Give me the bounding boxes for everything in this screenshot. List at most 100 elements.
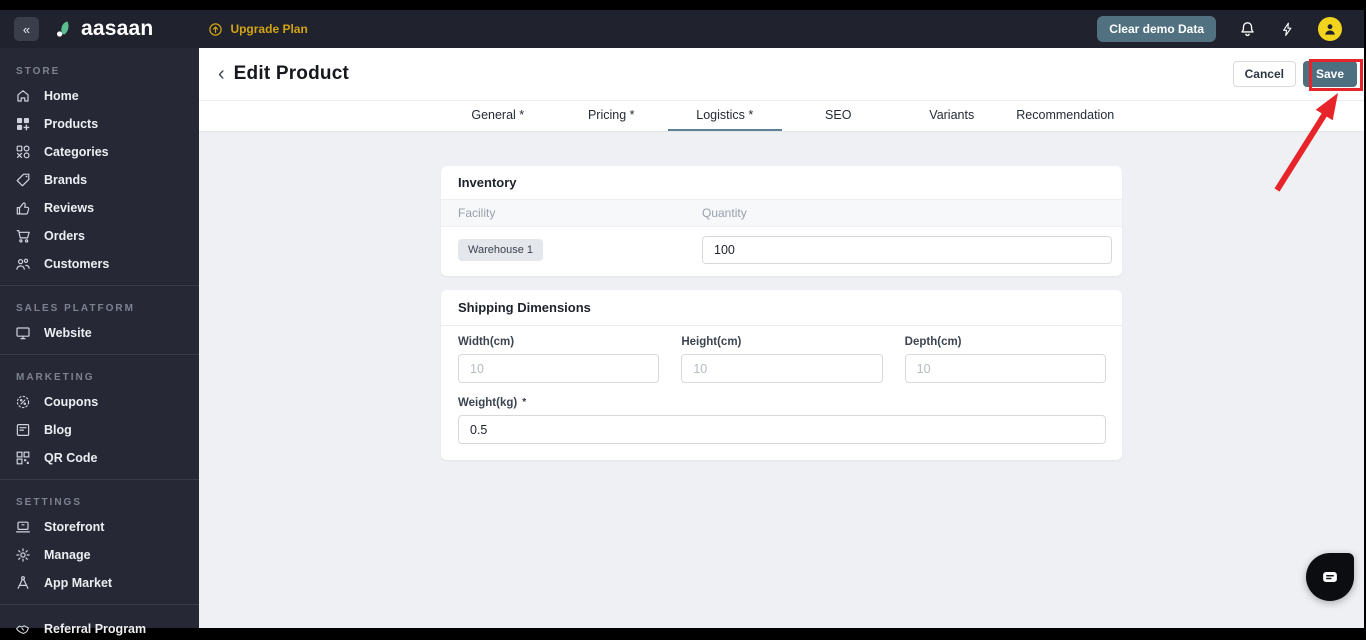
sidebar-item-orders[interactable]: Orders: [0, 222, 199, 250]
sidebar-item-label: QR Code: [44, 451, 98, 465]
sidebar-item-label: Products: [44, 117, 99, 131]
app-market-icon: [15, 575, 31, 591]
sidebar-item-label: App Market: [44, 576, 113, 590]
sidebar-item-label: Brands: [44, 173, 88, 187]
monitor-icon: [15, 325, 31, 341]
chevron-left-icon: ‹: [218, 63, 225, 85]
sidebar-divider: [0, 479, 199, 480]
circle-arrow-up-icon: [209, 22, 223, 36]
sidebar-item-reviews[interactable]: Reviews: [0, 194, 199, 222]
shipping-dimensions-title: Shipping Dimensions: [441, 290, 1122, 326]
sidebar-section-sales-platform: SALES PLATFORM: [16, 303, 135, 314]
bell-icon: [1241, 21, 1254, 36]
sidebar-divider: [0, 285, 199, 286]
inventory-row: Warehouse 1: [441, 227, 1122, 276]
sidebar-section-marketing: MARKETING: [16, 372, 95, 383]
sidebar-item-label: Coupons: [44, 395, 99, 409]
weight-input[interactable]: [458, 415, 1106, 444]
sidebar-item-label: Home: [44, 89, 79, 103]
sidebar-item-label: Website: [44, 326, 92, 340]
logistics-panel: Inventory Facility Quantity Warehouse 1 …: [199, 132, 1364, 460]
discount-badge-icon: [15, 394, 31, 410]
facility-chip: Warehouse 1: [458, 239, 544, 261]
topbar-actions: Clear demo Data: [1097, 16, 1364, 42]
sidebar-item-products[interactable]: Products: [0, 110, 199, 138]
aasaan-logo-icon: [57, 21, 69, 37]
inventory-table-header: Facility Quantity: [441, 199, 1122, 227]
tab-variants[interactable]: Variants: [929, 108, 975, 122]
sidebar-section-store: STORE: [16, 66, 61, 77]
sidebar: STORE Home Products Categories Brands Re…: [0, 48, 199, 636]
tag-icon: [15, 172, 31, 188]
sidebar-item-coupons[interactable]: Coupons: [0, 388, 199, 416]
handshake-icon: [15, 621, 31, 637]
tab-seo[interactable]: SEO: [825, 108, 852, 122]
chevrons-left-icon: «: [22, 21, 31, 37]
inventory-title: Inventory: [458, 175, 517, 190]
clear-demo-data-button[interactable]: Clear demo Data: [1097, 16, 1216, 42]
bolt-icon: [1283, 22, 1292, 36]
app-logo: aasaan: [53, 17, 153, 41]
tab-bar: General * Pricing * Logistics * SEO Vari…: [199, 101, 1364, 132]
user-avatar-icon: [1325, 24, 1335, 35]
header-actions: Cancel Save: [1232, 61, 1357, 87]
user-avatar[interactable]: [1318, 17, 1342, 41]
sidebar-item-referral-program[interactable]: Referral Program: [0, 612, 199, 640]
tab-logistics[interactable]: Logistics *: [668, 101, 782, 131]
width-input[interactable]: [458, 354, 660, 383]
height-input[interactable]: [681, 354, 883, 383]
sidebar-item-label: Orders: [44, 229, 85, 243]
sidebar-item-app-market[interactable]: App Market: [0, 569, 199, 597]
column-quantity: Quantity: [702, 206, 747, 220]
sidebar-footer: Referral Program Help & Getting Started: [0, 597, 199, 640]
gear-icon: [15, 547, 31, 563]
column-facility: Facility: [458, 206, 496, 220]
depth-label: Depth(cm): [904, 336, 962, 348]
qr-code-icon: [15, 450, 31, 466]
sidebar-item-qr-code[interactable]: QR Code: [0, 444, 199, 472]
sidebar-item-blog[interactable]: Blog: [0, 416, 199, 444]
sidebar-item-label: Blog: [44, 423, 72, 437]
main-content: ‹ Edit Product Cancel Save General * Pri…: [199, 48, 1364, 628]
sidebar-section-settings: SETTINGS: [16, 497, 83, 508]
height-label: Height(cm): [681, 336, 742, 348]
shipping-dimensions-card: Shipping Dimensions Width(cm) Height(cm)…: [441, 290, 1122, 460]
back-button[interactable]: ‹: [218, 64, 225, 84]
sidebar-item-storefront[interactable]: Storefront: [0, 513, 199, 541]
thumbs-up-icon: [15, 200, 31, 216]
logo-text: aasaan: [81, 17, 154, 40]
blog-document-icon: [15, 422, 31, 438]
weight-label: Weight(kg): [458, 397, 518, 409]
categories-shapes-icon: [15, 144, 31, 160]
storefront-laptop-icon: [15, 519, 31, 535]
quick-actions-button[interactable]: [1279, 21, 1296, 38]
width-label: Width(cm): [458, 336, 515, 348]
tab-general[interactable]: General *: [471, 108, 525, 122]
cancel-button[interactable]: Cancel: [1232, 61, 1296, 87]
sidebar-divider: [0, 604, 199, 605]
sidebar-item-categories[interactable]: Categories: [0, 138, 199, 166]
page-title: Edit Product: [233, 63, 350, 84]
sidebar-collapse-button[interactable]: «: [14, 17, 39, 41]
tab-recommendation[interactable]: Recommendation: [1016, 108, 1115, 122]
sidebar-divider: [0, 354, 199, 355]
upgrade-plan-link[interactable]: Upgrade Plan: [208, 22, 308, 37]
sidebar-item-label: Customers: [44, 257, 110, 271]
depth-input[interactable]: [904, 354, 1106, 383]
sidebar-item-label: Reviews: [44, 201, 95, 215]
products-grid-icon: [15, 116, 31, 132]
home-icon: [15, 88, 31, 104]
notifications-button[interactable]: [1238, 20, 1257, 39]
sidebar-item-manage[interactable]: Manage: [0, 541, 199, 569]
sidebar-item-home[interactable]: Home: [0, 82, 199, 110]
tab-pricing[interactable]: Pricing *: [587, 108, 635, 122]
chat-widget-button[interactable]: [1306, 553, 1354, 601]
sidebar-item-brands[interactable]: Brands: [0, 166, 199, 194]
sidebar-item-customers[interactable]: Customers: [0, 250, 199, 278]
sidebar-item-website[interactable]: Website: [0, 319, 199, 347]
cart-icon: [15, 228, 31, 244]
save-button[interactable]: Save: [1302, 61, 1357, 87]
required-asterisk: *: [522, 397, 527, 408]
quantity-input[interactable]: [702, 236, 1112, 264]
sidebar-item-label: Storefront: [44, 520, 105, 534]
